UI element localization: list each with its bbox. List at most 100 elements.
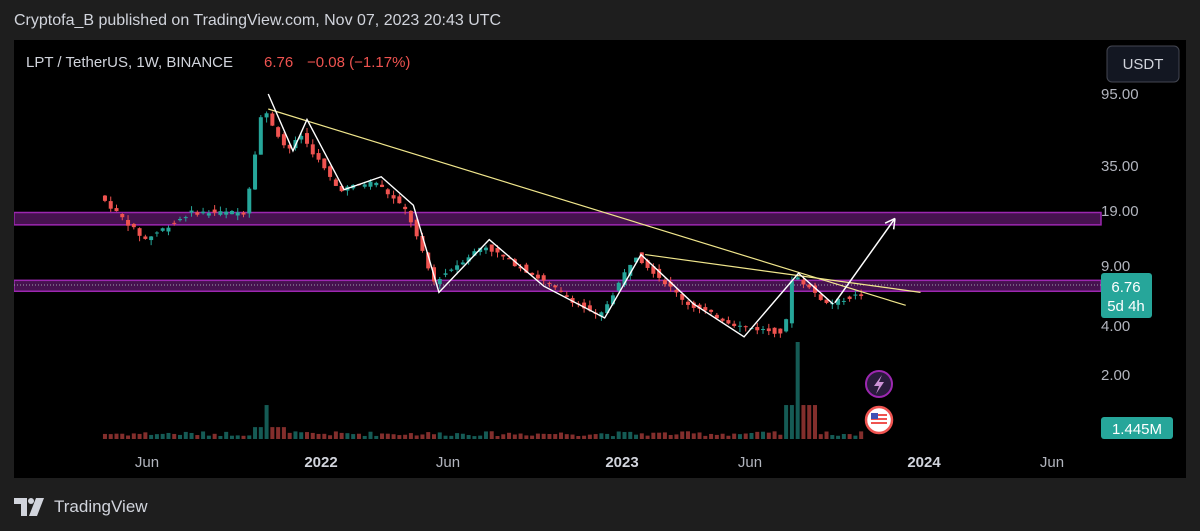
volume-bar: [120, 433, 125, 439]
candle-body: [483, 247, 488, 251]
candle-body: [726, 320, 731, 324]
candle-body: [489, 244, 494, 252]
volume-bar: [830, 435, 835, 439]
volume-bar: [201, 431, 206, 439]
volume-bar: [801, 405, 806, 439]
volume-bar: [628, 431, 633, 439]
volume-bar: [247, 435, 252, 439]
volume-bar: [126, 435, 131, 439]
volume-bar: [385, 433, 390, 439]
volume-bar: [212, 433, 217, 439]
last-price-badge: 6.76 5d 4h: [1101, 273, 1152, 318]
candle-body: [703, 307, 708, 311]
candle-body: [218, 211, 223, 215]
volume-bar: [224, 431, 229, 439]
volume-bar: [524, 435, 529, 439]
time-axis[interactable]: Jun 2022 Jun 2023 Jun 2024 Jun: [135, 454, 1064, 471]
last-price-value: 6.76: [1111, 279, 1140, 296]
volume-bar: [662, 432, 667, 439]
volume-value: 1.445M: [1112, 421, 1162, 438]
chart-panel[interactable]: LPT / TetherUS, 1W, BINANCE 6.76 −0.08 (…: [13, 40, 1186, 478]
candle-body: [322, 158, 327, 169]
volume-bar: [824, 431, 829, 439]
candle-body: [143, 236, 148, 239]
candle-body: [535, 274, 540, 279]
projection-arrowhead: [884, 217, 896, 224]
volume-bar: [235, 435, 240, 439]
candle-body: [460, 262, 465, 265]
volume-bar: [287, 432, 292, 439]
candle-body: [305, 133, 309, 144]
us-flag-icon[interactable]: [864, 405, 894, 435]
candle-body: [518, 266, 523, 269]
y-tick-label: 9.00: [1101, 258, 1130, 275]
symbol-label[interactable]: LPT / TetherUS, 1W, BINANCE: [26, 54, 233, 71]
candle-body: [403, 206, 408, 210]
trendlines: [268, 108, 921, 306]
y-tick-label: 4.00: [1101, 318, 1130, 335]
x-tick-label: Jun: [436, 454, 460, 471]
tradingview-brand[interactable]: TradingView: [14, 495, 148, 519]
candle-body: [397, 196, 402, 204]
volume-bar: [414, 435, 419, 439]
volume-bar: [403, 434, 408, 439]
volume-bar: [570, 434, 575, 439]
volume-bar: [351, 434, 356, 439]
lightning-icon[interactable]: [865, 370, 893, 398]
volume-bar: [778, 434, 783, 439]
candle-body: [206, 213, 211, 216]
candle-body: [610, 295, 615, 305]
volume-bar: [281, 427, 286, 439]
volume-bar: [189, 432, 194, 439]
candlestick-chart[interactable]: LPT / TetherUS, 1W, BINANCE 6.76 −0.08 (…: [13, 40, 1186, 478]
candle-body: [241, 212, 246, 215]
candle-body: [253, 154, 258, 190]
price-axis[interactable]: 95.00 35.00 19.00 9.00 4.00 2.00: [1101, 86, 1139, 384]
volume-bar: [206, 435, 211, 439]
volume-bar: [593, 434, 598, 439]
volume-bar: [610, 436, 615, 439]
candle-body: [172, 222, 177, 224]
volume-bar: [293, 431, 298, 439]
candle-body: [582, 302, 587, 309]
candle-body: [235, 212, 240, 216]
candle-body: [836, 298, 841, 305]
candle-body: [784, 319, 789, 332]
candle-body: [605, 304, 610, 314]
volume-bar: [183, 431, 188, 439]
candle-body: [720, 318, 725, 321]
candle-body: [599, 312, 604, 317]
candle-body: [691, 302, 696, 308]
volume-bar: [761, 431, 766, 439]
volume-bar: [368, 431, 373, 439]
candle-body: [455, 265, 460, 270]
volume-bar: [495, 435, 500, 439]
candle-body: [224, 211, 229, 215]
currency-button[interactable]: USDT: [1106, 45, 1180, 83]
volume-bar: [755, 431, 760, 439]
resistance-zone: [13, 279, 1102, 293]
volume-bar: [668, 434, 673, 439]
volume-bar: [789, 405, 794, 439]
candle-body: [587, 305, 592, 311]
candle-body: [391, 195, 396, 199]
volume-bar: [651, 432, 656, 439]
volume-bar: [547, 433, 552, 439]
candle-body: [126, 219, 131, 226]
candle-body: [333, 179, 338, 186]
volume-bar: [512, 434, 517, 439]
volume-bar: [582, 435, 587, 439]
volume-bar: [426, 432, 431, 439]
candle-body: [628, 264, 633, 276]
candle-body: [212, 209, 217, 213]
candle-body: [564, 295, 569, 297]
candle-body: [737, 325, 742, 327]
volume-bar: [114, 433, 119, 439]
projection-line: [834, 217, 896, 304]
candle-body: [847, 296, 852, 299]
volume-bar: [685, 431, 690, 439]
volume-bar: [853, 435, 858, 439]
candle-body: [824, 299, 829, 303]
x-tick-label: 2023: [605, 454, 638, 471]
volume-bar: [639, 433, 644, 439]
